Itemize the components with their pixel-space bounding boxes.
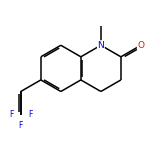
Text: F: F — [9, 110, 13, 119]
Text: F: F — [19, 121, 23, 130]
Text: O: O — [137, 41, 144, 50]
Text: N: N — [97, 41, 104, 50]
Text: F: F — [28, 110, 33, 119]
